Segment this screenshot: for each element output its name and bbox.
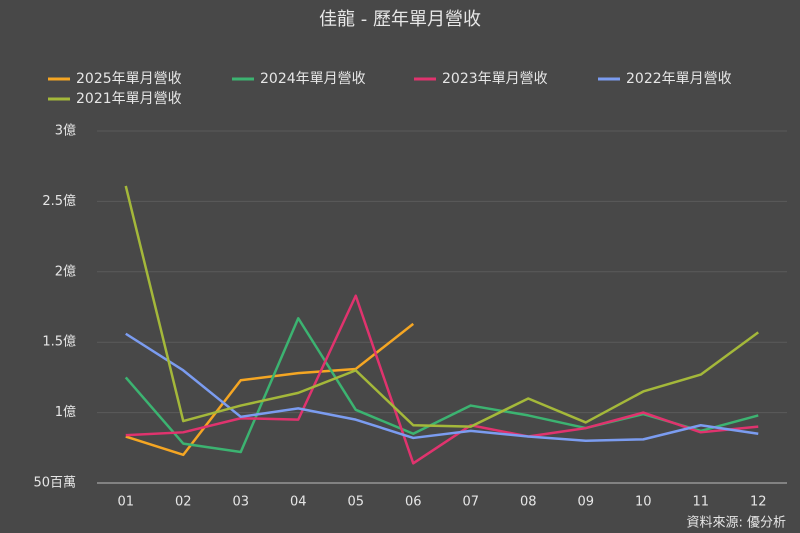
y-tick-label: 2億	[55, 263, 76, 279]
y-tick-label: 1.5億	[42, 334, 76, 350]
y-tick-label: 50百萬	[33, 476, 76, 491]
y-tick-label: 3億	[55, 123, 76, 139]
series-line	[125, 332, 759, 443]
legend-label: 2025年單月營收	[76, 71, 182, 87]
series-line	[124, 185, 759, 428]
series-line	[125, 322, 415, 457]
x-tick-label: 01	[117, 495, 134, 510]
x-tick-label: 07	[462, 495, 479, 510]
y-tick-label: 2.5億	[42, 193, 76, 209]
legend-label: 2022年單月營收	[626, 71, 732, 87]
y-tick-label: 1億	[55, 404, 76, 420]
x-tick-label: 06	[405, 495, 422, 510]
x-tick-label: 05	[347, 495, 364, 510]
x-tick-label: 11	[692, 495, 709, 510]
series-line	[125, 294, 759, 465]
source-note: 資料來源: 優分析	[686, 516, 786, 531]
x-tick-label: 04	[290, 495, 307, 510]
legend-label: 2023年單月營收	[442, 71, 548, 87]
x-tick-label: 10	[635, 495, 652, 510]
chart-title: 佳龍 - 歷年單月營收	[319, 9, 481, 30]
x-tick-label: 09	[577, 495, 594, 510]
legend-label: 2024年單月營收	[260, 71, 366, 87]
x-tick-label: 03	[232, 495, 249, 510]
x-tick-label: 02	[175, 495, 192, 510]
x-tick-label: 08	[520, 495, 537, 510]
legend-label: 2021年單月營收	[76, 91, 182, 107]
x-tick-label: 12	[750, 495, 767, 510]
